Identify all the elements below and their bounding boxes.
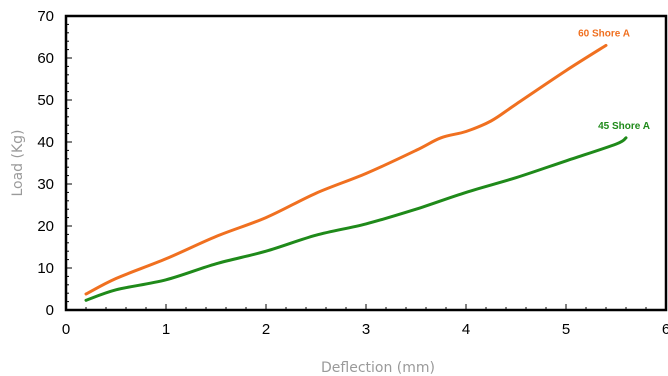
axis-ticks: [65, 15, 667, 311]
series-lines: [84, 43, 628, 302]
y-tick-label: 30: [37, 176, 54, 193]
y-tick-label: 70: [37, 8, 54, 25]
series-line-60-shore-a: [84, 43, 608, 296]
y-tick-label: 10: [37, 260, 54, 277]
x-tick-label: 2: [262, 321, 270, 338]
y-tick-label: 0: [46, 302, 54, 319]
plot-frame: [64, 14, 668, 312]
y-tick-label: 50: [37, 92, 54, 109]
x-tick-label: 3: [362, 321, 370, 338]
x-tick-label: 1: [162, 321, 170, 338]
x-tick-label: 5: [562, 321, 570, 338]
x-tick-label: 0: [62, 321, 70, 338]
y-tick-label: 40: [37, 134, 54, 151]
x-tick-label: 6: [662, 321, 668, 338]
series-line-45-shore-a: [84, 136, 628, 302]
x-axis-title: Deflection (mm): [321, 360, 435, 376]
series-label: 60 Shore A: [578, 28, 630, 39]
series-label: 45 Shore A: [598, 121, 650, 132]
y-axis-title: Load (Kg): [10, 129, 26, 196]
y-tick-label: 60: [37, 50, 54, 67]
x-tick-label: 4: [462, 321, 470, 338]
y-tick-label: 20: [37, 218, 54, 235]
